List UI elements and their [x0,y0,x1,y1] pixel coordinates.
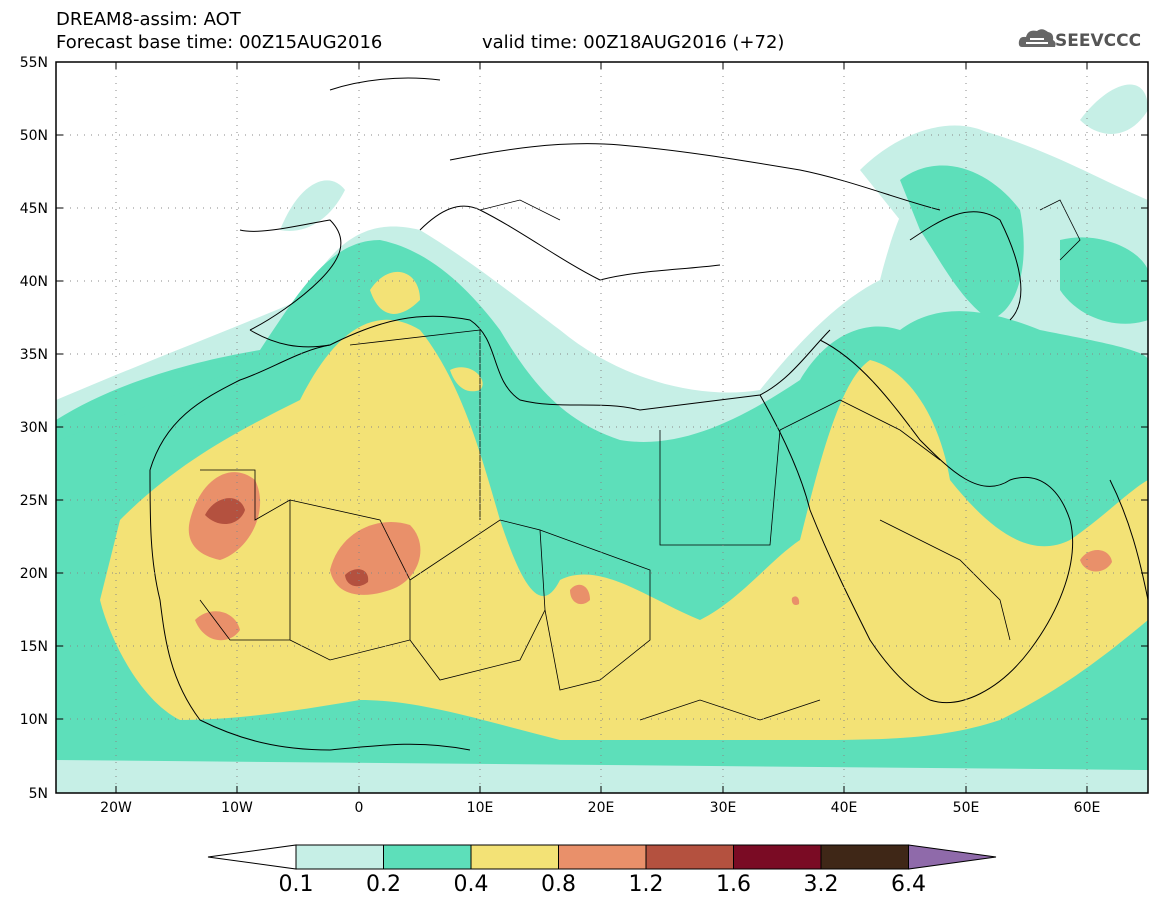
cloud-icon [1018,29,1056,47]
colorbar-label: 3.2 [803,872,839,897]
colorbar-label: 0.2 [366,872,401,897]
lat-axis: 55N 50N 45N 40N 35N 30N 25N 20N 15N 10N … [20,55,1148,802]
colorbar-high-arrow [908,844,997,870]
aot-field [56,77,1148,793]
colorbar-swatch [470,844,559,870]
colorbar-swatch [295,844,384,870]
colorbar [207,844,997,870]
lat-label: 30N [20,420,48,436]
colorbar-swatch [820,844,909,870]
lat-label: 40N [20,274,48,290]
lon-label: 10E [467,800,494,816]
lat-label: 10N [20,712,48,728]
lon-label: 20E [588,800,615,816]
colorbar-label: 1.6 [716,872,751,897]
lon-label: 60E [1074,800,1101,816]
lon-label: 0 [355,800,364,816]
colorbar-swatch [645,844,734,870]
country-borders [199,199,1081,721]
coastlines [149,77,1148,751]
aot-band-0-4 [100,271,1148,740]
lat-label: 20N [20,566,48,582]
lon-label: 10W [221,800,253,816]
lat-label: 45N [20,201,48,217]
colorbar-label: 0.4 [453,872,489,897]
colorbar-low-arrow [207,844,297,870]
colorbar-swatch [733,844,822,870]
colorbar-label: 1.2 [628,872,664,897]
gridlines [56,62,1148,793]
lon-label: 50E [953,800,980,816]
lon-label: 30E [710,800,737,816]
lon-axis: 20W 10W 0 10E 20E 30E 40E 50E 60E [100,62,1100,816]
lat-label: 35N [20,347,48,363]
lat-label: 25N [20,493,48,509]
forecast-base-time: Forecast base time: 00Z15AUG2016 [56,32,383,53]
map-title: DREAM8-assim: AOT [56,9,241,30]
colorbar-label: 6.4 [891,872,926,897]
lat-label: 50N [20,128,48,144]
lon-label: 40E [831,800,858,816]
lat-label: 55N [20,55,48,71]
valid-time: valid time: 00Z18AUG2016 (+72) [482,32,785,53]
colorbar-swatch [383,844,472,870]
colorbar-label: 0.8 [541,872,576,897]
lon-label: 20W [100,800,132,816]
colorbar-label: 0.1 [278,872,314,897]
logo-text: SEEVCCC [1055,31,1142,51]
lat-label: 5N [29,786,48,802]
lat-label: 15N [20,639,48,655]
colorbar-swatch [558,844,647,870]
